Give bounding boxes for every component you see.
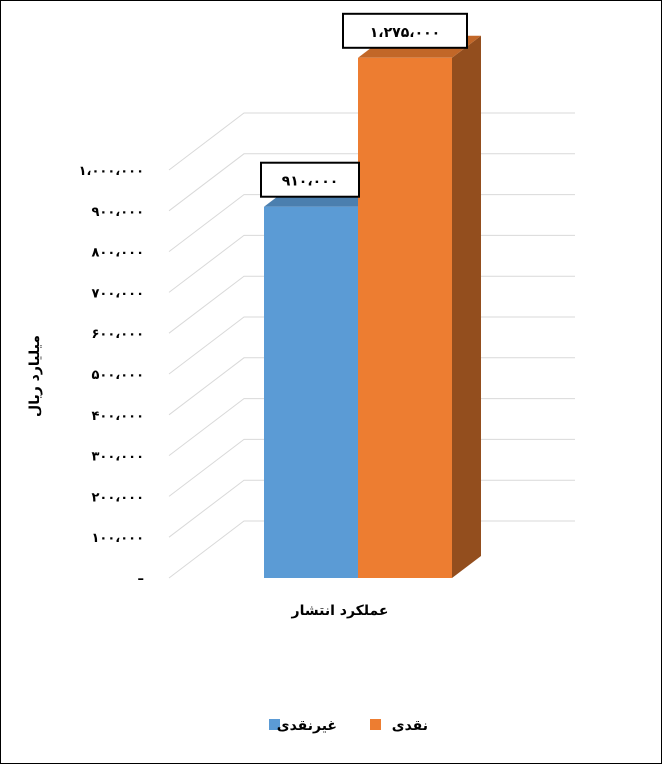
- bar-side: [452, 35, 481, 579]
- data-labels: ۹۱۰،۰۰۰ ۱،۲۷۵،۰۰۰: [260, 12, 468, 198]
- y-tick-label: ۳۰۰،۰۰۰: [91, 450, 144, 465]
- data-label-text: ۹۱۰،۰۰۰: [282, 174, 339, 190]
- data-label-box: [260, 161, 360, 198]
- legend: غیرنقدی نقدی: [269, 718, 428, 734]
- y-tick-label: ۶۰۰،۰۰۰: [91, 327, 144, 342]
- y-tick-label: ۱،۰۰۰،۰۰۰: [79, 164, 144, 179]
- legend-label: نقدی: [392, 718, 428, 734]
- y-tick-label: ۹۰۰،۰۰۰: [91, 205, 144, 220]
- y-tick-label: ۱۰۰،۰۰۰: [91, 531, 144, 546]
- bars: [264, 35, 481, 579]
- legend-swatch: [269, 719, 280, 730]
- y-tick-label: ۲۰۰،۰۰۰: [91, 490, 144, 505]
- legend-swatch: [370, 719, 381, 730]
- data-label: ۹۱۰،۰۰۰: [260, 161, 360, 198]
- legend-item: نقدی: [370, 718, 428, 734]
- y-tick-label: ۸۰۰،۰۰۰: [91, 246, 144, 261]
- y-tick-label: ۷۰۰،۰۰۰: [91, 286, 144, 301]
- bar-cash: [358, 35, 481, 579]
- bar-front: [358, 57, 452, 579]
- y-axis-title: میلیارد ریال: [27, 335, 43, 417]
- bar-front: [264, 206, 358, 578]
- legend-label: غیرنقدی: [277, 718, 337, 734]
- legend-item: غیرنقدی: [269, 718, 337, 734]
- data-label: ۱،۲۷۵،۰۰۰: [342, 12, 468, 49]
- data-label-box: [342, 12, 468, 49]
- x-category-label: عملکرد انتشار: [291, 603, 389, 619]
- y-tick-label: –: [138, 572, 145, 587]
- y-axis-ticks: – ۱۰۰،۰۰۰ ۲۰۰،۰۰۰ ۳۰۰،۰۰۰ ۴۰۰،۰۰۰ ۵۰۰،۰۰۰ ۶۰۰،…: [79, 164, 144, 587]
- data-label-text: ۱،۲۷۵،۰۰۰: [370, 25, 440, 41]
- y-tick-label: ۵۰۰،۰۰۰: [91, 368, 144, 383]
- y-tick-label: ۴۰۰،۰۰۰: [91, 409, 144, 424]
